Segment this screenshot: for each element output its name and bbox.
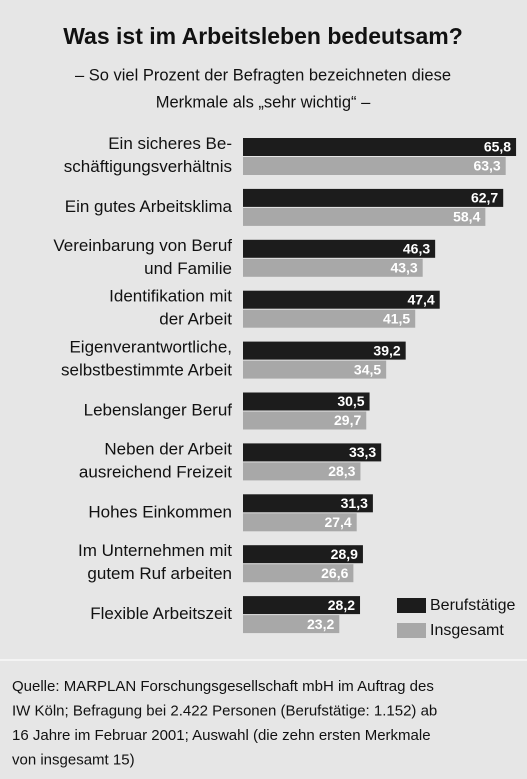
legend-label: Insgesamt: [430, 622, 504, 639]
bar: [243, 239, 436, 258]
value-label: 41,5: [383, 310, 410, 326]
value-label: 39,2: [373, 342, 400, 358]
value-label: 47,4: [407, 291, 434, 307]
chart-title: Was ist im Arbeitsleben bedeutsam?: [63, 23, 463, 49]
category-label: Eigenverantwortliche, selbstbestimmte Arb…: [61, 338, 232, 380]
bar: [243, 341, 406, 360]
legend-label: Berufstätige: [430, 597, 515, 614]
bar: [243, 258, 423, 277]
value-label: 29,7: [334, 412, 361, 428]
category-label: Hohes Einkommen: [88, 502, 232, 521]
value-label: 33,3: [349, 444, 376, 460]
category-label: Identifikation mit der Arbeit: [109, 287, 232, 329]
value-label: 63,3: [473, 158, 500, 174]
bar: [243, 290, 440, 309]
category-label: Neben der Arbeit ausreichend Freizeit: [79, 440, 232, 482]
value-label: 23,2: [307, 616, 334, 632]
category-label: Ein sicheres Be-schäftigungsverhältnis: [64, 134, 232, 176]
category-label: Lebenslanger Beruf: [84, 400, 233, 419]
bar: [243, 564, 354, 583]
value-label: 28,3: [328, 463, 355, 479]
subtitle: – So viel Prozent der Befragten bezeichn…: [75, 66, 451, 84]
value-label: 27,4: [324, 514, 351, 530]
bar: [243, 596, 361, 615]
value-label: 62,7: [471, 190, 498, 206]
bar: [243, 360, 387, 379]
bar: [243, 138, 517, 156]
value-label: 26,6: [321, 565, 348, 581]
value-label: 34,5: [354, 361, 381, 377]
bar: [243, 513, 357, 532]
category-label: Im Unternehmen mit gutem Ruf arbeiten: [78, 542, 232, 584]
value-label: 58,4: [453, 209, 480, 225]
source-note: IW Köln; Befragung bei 2.422 Personen (B…: [12, 702, 437, 719]
value-label: 43,3: [390, 260, 417, 276]
bar: [243, 411, 367, 430]
category-label: Flexible Arbeitszeit: [90, 604, 232, 623]
value-label: 46,3: [403, 241, 430, 257]
bar: [243, 462, 361, 481]
bar: [243, 188, 504, 207]
bar: [243, 392, 370, 411]
source-note: 16 Jahre im Februar 2001; Auswahl (die z…: [12, 727, 431, 744]
bar: [243, 157, 506, 175]
bar: [243, 545, 363, 564]
value-label: 28,2: [328, 597, 355, 613]
bar: [243, 494, 373, 513]
value-label: 65,8: [484, 139, 511, 155]
legend-swatch: [397, 598, 426, 613]
category-label: Ein gutes Arbeitsklima: [65, 197, 233, 216]
bar: [243, 207, 486, 226]
subtitle: Merkmale als „sehr wichtig“ –: [156, 93, 371, 111]
value-label: 31,3: [341, 495, 368, 511]
value-label: 30,5: [337, 393, 364, 409]
bar: [243, 309, 416, 328]
legend-swatch: [397, 623, 426, 638]
value-label: 28,9: [331, 546, 358, 562]
bar: [243, 443, 382, 462]
source-note: von insgesamt 15): [12, 751, 135, 768]
bar: [243, 615, 340, 634]
category-label: Vereinbarung von Beruf und Familie: [53, 236, 232, 278]
source-note: Quelle: MARPLAN Forschungsgesellschaft m…: [12, 678, 434, 695]
